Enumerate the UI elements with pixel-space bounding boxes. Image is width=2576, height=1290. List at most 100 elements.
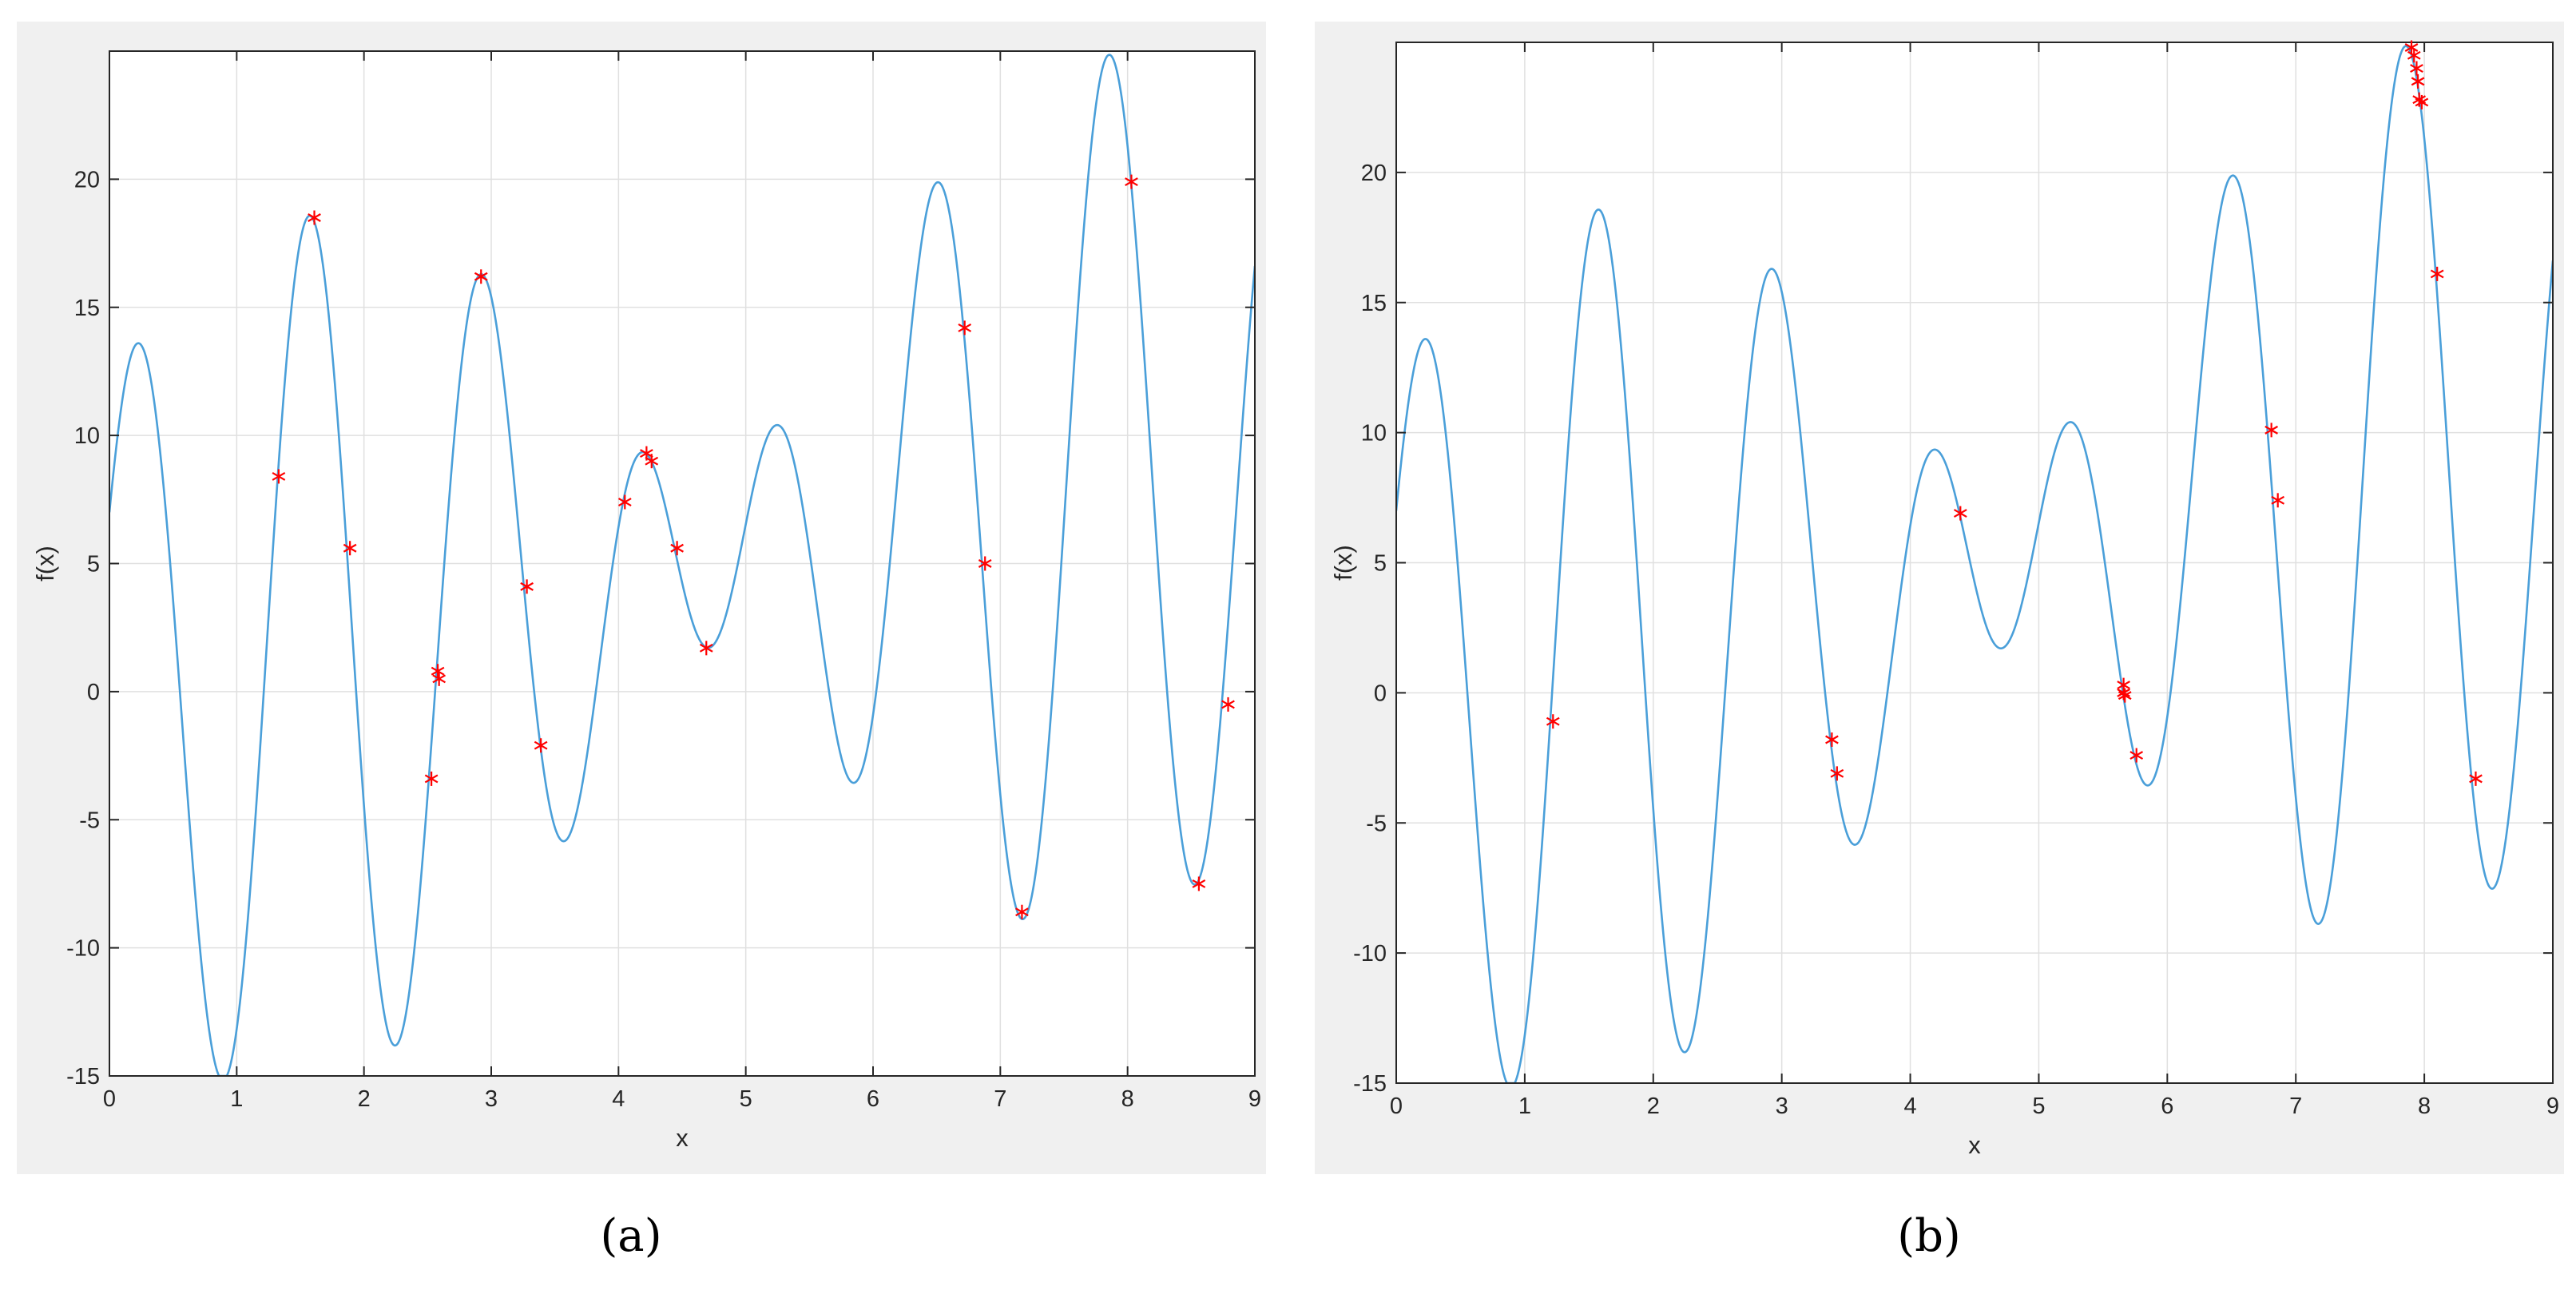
- series-line: [1396, 45, 2553, 1083]
- x-tick-label: 3: [485, 1086, 498, 1112]
- x-tick-label: 6: [867, 1086, 879, 1112]
- y-tick-label: -5: [1366, 811, 1387, 836]
- marker-stroke: [431, 666, 445, 676]
- caption-b: (b): [1897, 1210, 1961, 1262]
- data-point-marker: [2411, 73, 2425, 89]
- x-tick-label: 2: [1647, 1094, 1660, 1119]
- caption-a: (a): [600, 1210, 662, 1262]
- marker-stroke: [534, 740, 548, 750]
- marker-stroke: [2117, 688, 2130, 697]
- x-tick-label: 5: [2032, 1094, 2045, 1119]
- marker-stroke: [424, 774, 439, 784]
- y-tick-label: 5: [1374, 551, 1387, 577]
- chart-b: 0 1 2 3 4 5 6 7 8 9 -15 -10 -5 0 5 10 15 20 x f(x): [1329, 40, 2559, 1159]
- marker-stroke: [1192, 879, 1206, 888]
- x-tick-label: 1: [1518, 1094, 1531, 1119]
- marker-stroke: [2410, 64, 2423, 73]
- y-tick-label: 10: [74, 423, 100, 449]
- data-point-marker: [1953, 506, 1967, 521]
- marker-stroke: [432, 674, 447, 684]
- x-tick-label: 8: [1121, 1086, 1134, 1112]
- marker-stroke: [1125, 177, 1138, 187]
- data-point-marker: [2407, 48, 2421, 63]
- marker-stroke: [2430, 269, 2444, 279]
- marker-stroke: [474, 272, 488, 281]
- x-tick-label: 6: [2161, 1094, 2173, 1119]
- marker-stroke: [670, 543, 684, 553]
- data-point-marker: [617, 494, 632, 510]
- marker-stroke: [1830, 768, 1844, 778]
- marker-stroke: [343, 543, 357, 553]
- marker-stroke: [1221, 700, 1235, 709]
- y-tick-label: -10: [1353, 941, 1387, 967]
- chart-a: 0 1 2 3 4 5 6 7 8 9 -15 -10 -5 0 5 10 15 20 x f(x): [31, 50, 1261, 1152]
- data-point-marker: [520, 579, 534, 594]
- y-tick-label: -15: [1353, 1071, 1387, 1097]
- x-tick-label: 9: [1248, 1086, 1261, 1112]
- marker-stroke: [1825, 735, 1839, 744]
- y-tick-label: 15: [74, 296, 100, 321]
- x-tick-label: 9: [2546, 1094, 2559, 1119]
- marker-stroke: [2264, 425, 2278, 435]
- data-point-marker: [343, 541, 357, 556]
- marker-stroke: [2118, 691, 2132, 701]
- figure-panel-a: 0 1 2 3 4 5 6 7 8 9 -15 -10 -5 0 5 10 15 20 x f(x): [17, 22, 1266, 1174]
- x-axis-label: x: [676, 1124, 689, 1152]
- data-point-marker: [2430, 266, 2444, 281]
- data-point-marker: [978, 556, 992, 571]
- data-point-marker: [534, 738, 548, 753]
- data-point-marker: [1825, 732, 1839, 748]
- marker-stroke: [958, 323, 972, 332]
- data-point-marker: [1015, 904, 1029, 919]
- x-tick-label: 2: [358, 1086, 371, 1112]
- data-point-marker: [424, 771, 439, 786]
- y-tick-label: 20: [1361, 161, 1387, 186]
- data-point-marker: [2117, 685, 2130, 701]
- data-point-marker: [2129, 748, 2144, 763]
- data-point-marker: [308, 210, 321, 225]
- data-point-marker: [1546, 714, 1560, 729]
- y-tick-label: -10: [66, 936, 100, 962]
- data-point-marker: [2118, 688, 2132, 703]
- y-tick-label: 0: [1374, 681, 1387, 706]
- data-point-marker: [431, 664, 445, 679]
- marker-stroke: [2407, 50, 2421, 60]
- y-tick-label: 5: [87, 552, 100, 578]
- data-point-marker: [432, 671, 447, 686]
- marker-stroke: [645, 456, 659, 466]
- x-axis-label: x: [1968, 1131, 1981, 1159]
- marker-stroke: [699, 643, 713, 653]
- marker-stroke: [2415, 97, 2429, 107]
- y-tick-label: 15: [1361, 291, 1387, 316]
- marker-stroke: [2469, 774, 2483, 784]
- data-point-marker: [1830, 766, 1844, 781]
- y-tick-label: 10: [1361, 421, 1387, 447]
- data-point-marker: [2404, 40, 2419, 55]
- x-tick-label: 7: [994, 1086, 1006, 1112]
- marker-stroke: [308, 213, 321, 222]
- marker-stroke: [1546, 716, 1560, 726]
- data-point-marker: [2271, 493, 2285, 508]
- data-point-marker: [2410, 61, 2423, 76]
- x-tick-label: 0: [103, 1086, 116, 1112]
- x-tick-label: 4: [1903, 1094, 1916, 1119]
- y-tick-label: 0: [87, 680, 100, 705]
- data-point-marker: [670, 541, 684, 556]
- x-tick-label: 3: [1776, 1094, 1788, 1119]
- x-tick-label: 8: [2418, 1094, 2431, 1119]
- marker-stroke: [640, 449, 653, 458]
- figure-panel-b: 0 1 2 3 4 5 6 7 8 9 -15 -10 -5 0 5 10 15 20 x f(x): [1315, 22, 2564, 1174]
- marker-stroke: [2404, 43, 2419, 52]
- marker-stroke: [2117, 681, 2130, 690]
- x-tick-label: 7: [2289, 1094, 2302, 1119]
- x-tick-label: 5: [740, 1086, 752, 1112]
- data-point-marker: [1192, 876, 1206, 891]
- series-line: [109, 54, 1255, 1076]
- y-axis-label: f(x): [1329, 545, 1357, 581]
- data-point-marker: [645, 454, 659, 469]
- data-point-marker: [474, 269, 488, 284]
- y-tick-label: -5: [79, 808, 100, 833]
- marker-stroke: [1953, 509, 1967, 518]
- data-point-marker: [2264, 423, 2278, 438]
- data-point-marker: [2415, 94, 2429, 109]
